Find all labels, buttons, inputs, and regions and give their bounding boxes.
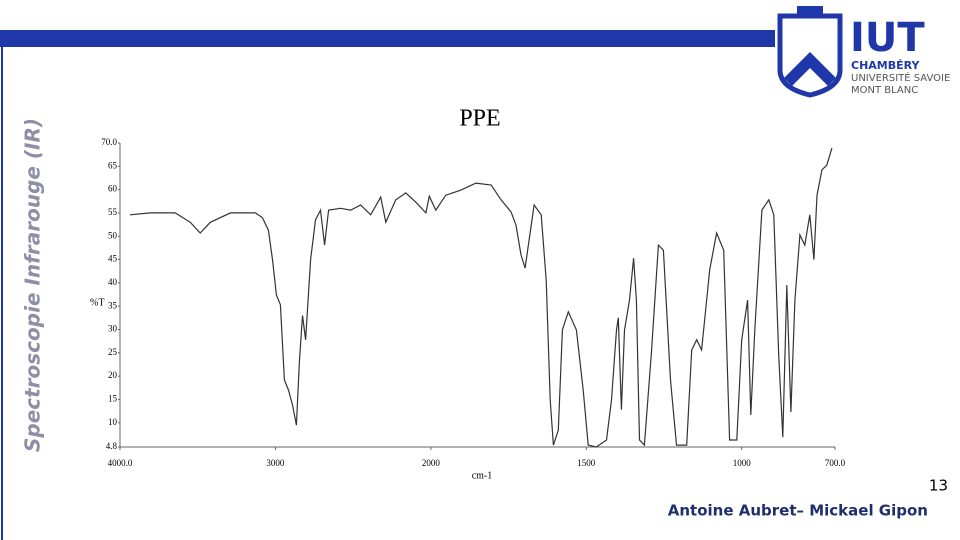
x-tick-label: 2000 — [422, 458, 441, 468]
y-tick-label: 50 — [108, 230, 118, 240]
y-tick-label: 55 — [108, 207, 118, 217]
y-tick-label: 15 — [108, 394, 118, 404]
logo-shield — [777, 13, 843, 98]
header-bar — [0, 30, 775, 47]
spectrum-line — [130, 147, 833, 448]
y-tick-label: 10 — [108, 417, 118, 427]
page-number: 13 — [929, 477, 948, 495]
authors: Antoine Aubret– Mickael Gipon — [668, 502, 928, 520]
x-tick-label: 3000 — [266, 458, 285, 468]
y-tick-label: 60 — [108, 184, 118, 194]
logo-line: UNIVERSITÉ SAVOIE — [851, 71, 950, 84]
y-tick-label: 30 — [108, 324, 118, 334]
logo-mountain — [784, 52, 836, 86]
x-tick-label: 1000 — [733, 458, 752, 468]
chart-title: PPE — [459, 106, 500, 132]
x-tick-label: 4000.0 — [108, 458, 133, 468]
y-tick-label: 45 — [108, 254, 118, 264]
logo-name: IUT — [850, 15, 925, 61]
y-tick-label: 35 — [108, 300, 118, 310]
y-tick-label: 25 — [108, 347, 118, 357]
x-axis-label: cm-1 — [472, 470, 493, 481]
y-tick-label: 4.8 — [106, 441, 118, 451]
logo-line: CHAMBÉRY — [851, 59, 921, 72]
logo-crown — [797, 6, 823, 18]
x-tick-label: 700.0 — [825, 458, 846, 468]
y-tick-label: 70.0 — [101, 137, 117, 147]
logo: IUT CHAMBÉRY UNIVERSITÉ SAVOIE MONT BLAN… — [777, 6, 950, 98]
side-title: Spectroscopie Infrarouge (IR) — [21, 118, 45, 452]
y-tick-label: 65 — [108, 160, 118, 170]
x-tick-label: 1500 — [577, 458, 596, 468]
y-tick-label: 40 — [108, 277, 118, 287]
logo-line: MONT BLANC — [851, 85, 918, 96]
y-tick-label: 20 — [108, 370, 118, 380]
y-axis-label: %T — [90, 297, 104, 308]
